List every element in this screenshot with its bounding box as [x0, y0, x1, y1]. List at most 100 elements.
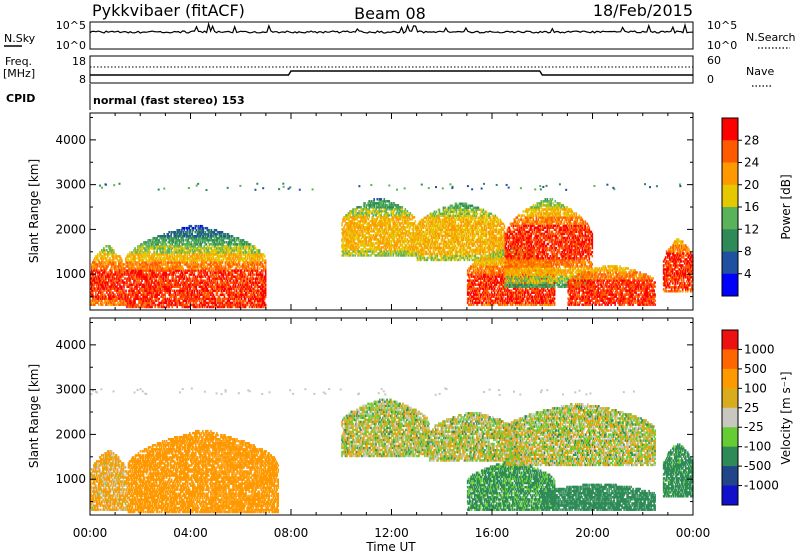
power-cell: [209, 293, 212, 297]
power-cell: [153, 289, 155, 292]
power-cell: [235, 301, 238, 305]
power-cell: [206, 226, 209, 230]
power-cell: [115, 303, 117, 306]
power-cell: [101, 265, 103, 268]
power-cell: [176, 251, 179, 254]
power-cell: [218, 267, 221, 270]
power-cell: [186, 251, 189, 254]
power-cell: [122, 301, 124, 304]
power-cell: [242, 259, 245, 262]
power-cell: [238, 261, 241, 264]
power-cell: [233, 295, 236, 299]
power-cell: [156, 255, 158, 258]
power-cell: [112, 263, 114, 266]
power-cell: [146, 299, 148, 303]
power-cell: [157, 283, 159, 286]
power-cell: [185, 257, 188, 260]
power-cell: [156, 249, 158, 252]
power-cell: [108, 297, 110, 300]
power-cell: [132, 291, 134, 295]
power-cell: [96, 299, 98, 302]
power-cell: [167, 303, 169, 307]
power-cell: [185, 277, 188, 280]
power-cell: [102, 259, 104, 262]
power-cell: [219, 239, 222, 242]
power-cell: [138, 267, 140, 270]
power-cell: [206, 291, 209, 295]
power-cell: [108, 281, 110, 284]
power-cell: [98, 271, 100, 274]
power-cell: [229, 297, 232, 301]
power-cell: [183, 257, 186, 260]
power-cell: [169, 239, 171, 242]
power-cell: [152, 239, 154, 242]
power-cell: [116, 297, 118, 300]
power-cell: [158, 267, 160, 270]
power-cell: [168, 301, 170, 305]
power-cell: [241, 299, 244, 303]
power-cell: [175, 297, 178, 301]
power-cell: [154, 259, 156, 262]
power-cell: [144, 277, 146, 280]
power-cell: [153, 259, 155, 262]
power-cell: [114, 283, 116, 286]
power-cell: [165, 267, 167, 270]
power-cell: [225, 257, 228, 260]
power-cell: [185, 287, 188, 290]
power-cell: [165, 283, 167, 286]
power-cell: [142, 245, 144, 248]
power-cell: [115, 255, 117, 258]
power-cell: [180, 291, 183, 295]
power-cell: [110, 277, 112, 280]
power-cell: [173, 237, 176, 240]
power-cell: [170, 263, 173, 266]
power-cell: [197, 237, 200, 240]
power-cell: [145, 259, 147, 262]
power-cell: [155, 297, 157, 301]
power-cell: [168, 305, 170, 309]
power-cell: [241, 257, 244, 260]
power-cell: [92, 293, 94, 296]
power-cell: [103, 271, 105, 274]
power-cell: [185, 237, 188, 240]
power-cell: [128, 299, 130, 303]
power-cell: [225, 285, 228, 288]
power-cell: [158, 265, 160, 268]
power-cell: [239, 243, 242, 246]
power-cell: [210, 291, 213, 295]
power-cell: [145, 249, 147, 252]
power-cell: [214, 239, 217, 242]
power-cell: [150, 273, 152, 276]
power-cell: [130, 293, 132, 297]
power-cell: [169, 265, 171, 268]
power-cell: [134, 287, 136, 290]
power-cell: [188, 257, 191, 260]
power-cell: [199, 263, 202, 266]
power-cell: [239, 247, 242, 250]
power-cell: [203, 237, 206, 240]
power-cell: [198, 299, 201, 303]
power-cell: [198, 281, 201, 284]
power-cell: [129, 283, 131, 286]
power-cell: [352, 208, 354, 211]
power-cell: [151, 297, 153, 301]
power-cell: [182, 251, 185, 254]
power-cell: [193, 269, 196, 272]
power-cell: [195, 269, 198, 272]
power-cell: [153, 241, 155, 244]
power-cell: [205, 293, 208, 297]
power-cell: [180, 297, 183, 301]
power-cell: [196, 230, 199, 234]
power-cell: [125, 271, 127, 274]
power-cell: [151, 285, 153, 288]
power-cell: [214, 273, 217, 276]
power-cell: [176, 301, 179, 305]
power-cell: [212, 297, 215, 301]
power-cell: [154, 299, 156, 303]
power-cell: [141, 269, 143, 272]
power-cell: [114, 301, 116, 304]
power-cell: [160, 245, 162, 248]
power-cell: [158, 275, 160, 278]
power-cell: [191, 251, 194, 254]
power-cell: [176, 285, 179, 288]
